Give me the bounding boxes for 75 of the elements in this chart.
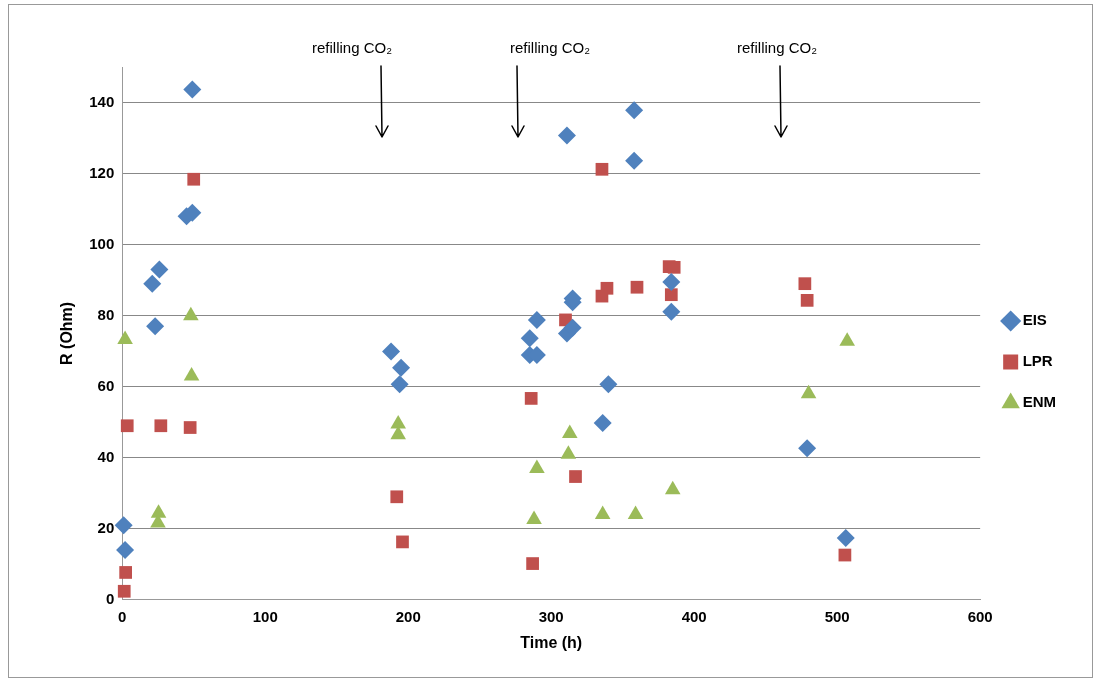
point [563,318,582,337]
point [396,535,409,549]
point [114,516,133,535]
point [662,302,681,321]
point [120,419,134,433]
point [146,317,165,336]
point [524,392,538,405]
point [183,367,200,381]
point [526,510,542,525]
point [800,384,817,399]
point [798,277,812,291]
x-tick-label: 0 [118,607,127,625]
y-tick-label: 120 [89,163,115,181]
point [390,414,406,429]
y-tick-label: 80 [97,305,115,323]
x-axis-title: Time (h) [520,633,583,651]
point [569,470,582,483]
text: refilling CO₂ [509,39,591,56]
x-tick-label: 300 [538,607,564,625]
legend-label: LPR [1022,352,1053,370]
point [599,375,618,394]
point [627,505,644,520]
point [664,288,678,302]
text: refilling CO₂ [736,39,818,56]
point [529,459,545,473]
y-tick-label: 20 [97,518,115,536]
point [667,260,681,274]
point [595,162,609,176]
point [150,260,169,279]
x-tick-label: 400 [681,607,707,625]
point [594,505,611,520]
y-tick-label: 60 [97,376,115,394]
legend-label: EIS [1022,311,1047,329]
point [664,480,681,495]
point [798,439,817,458]
x-tick-label: 200 [395,607,421,625]
point [382,342,401,361]
text: refilling CO₂ [311,39,393,56]
point [187,172,201,186]
point [117,584,131,598]
point [390,490,404,504]
point [662,272,681,291]
point [625,151,644,170]
y-tick-label: 100 [89,234,115,252]
point [183,80,202,99]
point [560,445,577,459]
point [392,358,411,377]
point [557,126,576,145]
point [150,504,167,518]
point [527,310,546,329]
point [116,541,135,560]
point [526,557,539,570]
point [625,101,644,120]
point [154,419,168,433]
point [390,375,409,394]
point [119,566,133,579]
x-tick-label: 600 [967,607,993,625]
y-tick-label: 0 [105,589,115,607]
x-tick-label: 500 [824,607,850,625]
point [183,306,199,321]
point [143,274,162,293]
point [800,294,814,307]
point [561,424,578,439]
legend-label: ENM [1022,393,1057,411]
point [836,529,855,547]
point [593,413,612,432]
point [520,329,539,348]
point [600,281,614,295]
x-tick-label: 100 [252,607,278,625]
point [839,332,855,346]
y-tick-label: 140 [89,92,115,110]
y-tick-label: 40 [97,447,115,465]
y-axis-title: R (Ohm) [58,301,76,365]
point [183,421,197,434]
point [630,280,644,294]
